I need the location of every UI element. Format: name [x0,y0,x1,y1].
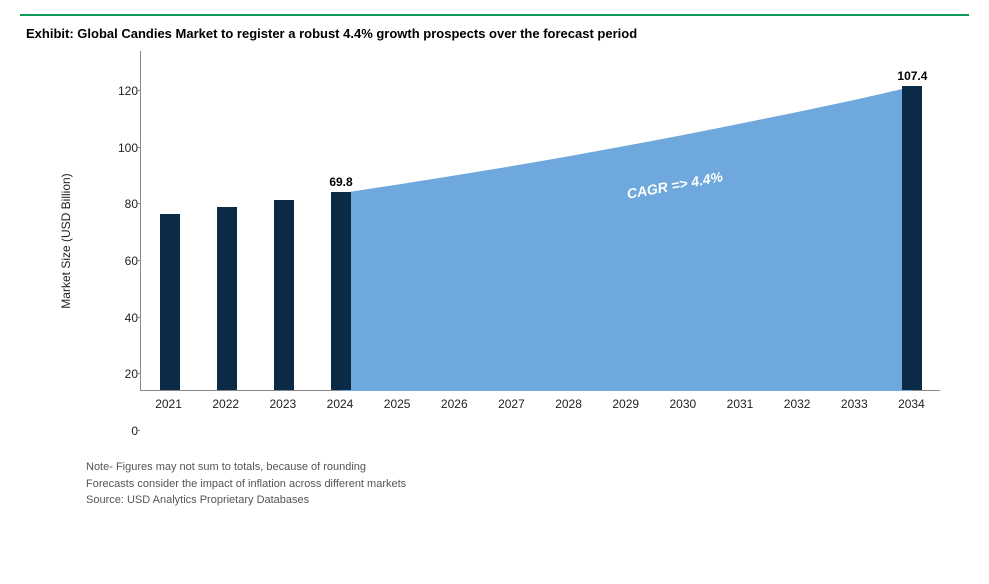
x-tick-label: 2033 [841,397,868,411]
note-rounding: Note- Figures may not sum to totals, bec… [86,459,969,476]
y-tick-mark [136,430,140,431]
y-tick-label: 40 [104,311,138,325]
y-tick-mark [136,373,140,374]
chart: Market Size (USD Billion) CAGR => 4.4% 6… [60,51,960,431]
bar-value-label: 69.8 [329,175,352,189]
bar [274,200,294,390]
y-tick-mark [136,203,140,204]
bar [331,192,351,390]
x-tick-label: 2021 [155,397,182,411]
x-tick-label: 2027 [498,397,525,411]
top-rule [20,14,969,16]
x-tick-label: 2029 [612,397,639,411]
bar [160,214,180,390]
x-tick-label: 2025 [384,397,411,411]
bar [902,86,922,390]
y-tick-label: 120 [104,84,138,98]
plot-area: CAGR => 4.4% 69.8 107.4 [140,51,940,391]
x-tick-label: 2026 [441,397,468,411]
y-tick-mark [136,317,140,318]
y-tick-mark [136,90,140,91]
y-tick-label: 80 [104,197,138,211]
x-tick-label: 2031 [727,397,754,411]
cagr-label: CAGR => 4.4% [625,168,724,202]
x-tick-label: 2028 [555,397,582,411]
note-source: Source: USD Analytics Proprietary Databa… [86,492,969,509]
y-tick-label: 100 [104,141,138,155]
x-tick-label: 2023 [269,397,296,411]
note-inflation: Forecasts consider the impact of inflati… [86,476,969,493]
forecast-area [141,51,941,391]
x-tick-label: 2032 [784,397,811,411]
y-tick-mark [136,260,140,261]
y-tick-label: 0 [104,424,138,438]
y-tick-label: 20 [104,367,138,381]
y-axis-label: Market Size (USD Billion) [59,173,73,308]
bar-value-label: 107.4 [897,69,927,83]
y-tick-mark [136,147,140,148]
x-tick-label: 2030 [669,397,696,411]
x-tick-label: 2024 [327,397,354,411]
bar [217,207,237,390]
footnotes: Note- Figures may not sum to totals, bec… [86,459,969,509]
x-tick-label: 2034 [898,397,925,411]
exhibit-title: Exhibit: Global Candies Market to regist… [26,26,969,41]
y-tick-label: 60 [104,254,138,268]
x-tick-label: 2022 [212,397,239,411]
